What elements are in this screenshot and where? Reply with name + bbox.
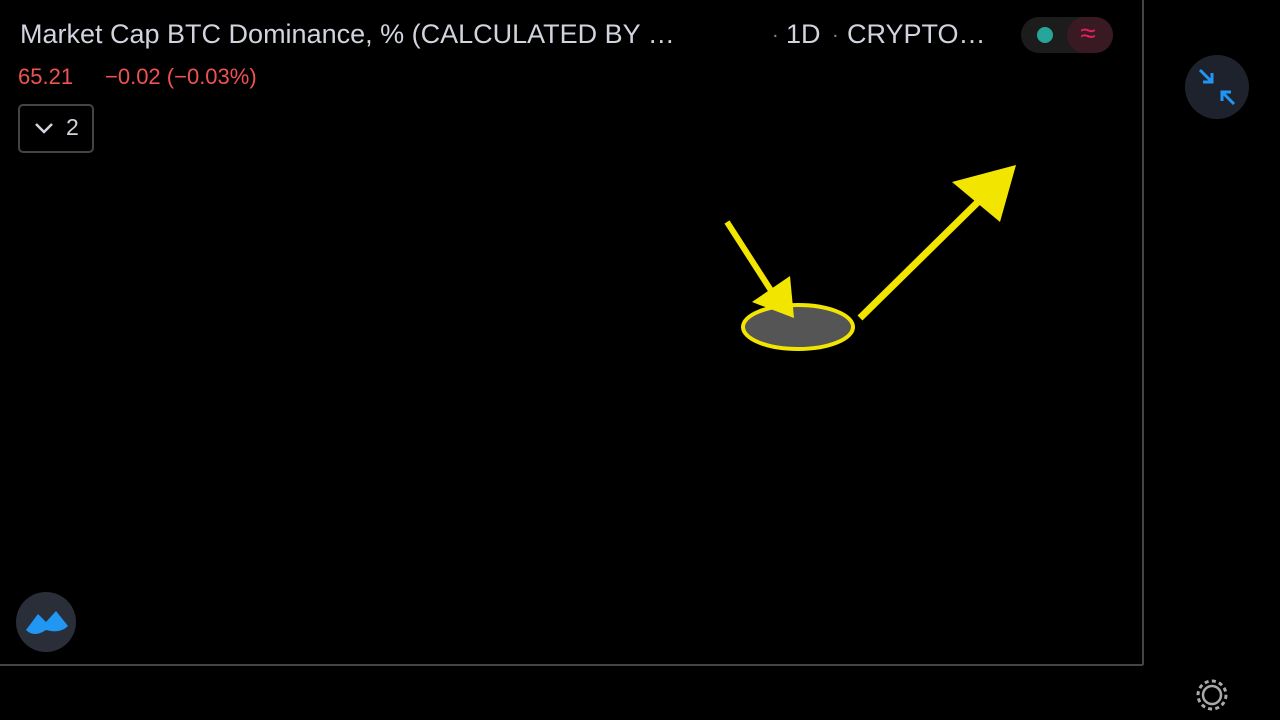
price-change: −0.02 (−0.03%) [105,64,257,89]
indicators-box[interactable] [18,104,94,153]
chart-title: Market Cap BTC Dominance, % (CALCULATED … [20,19,675,49]
chevron [35,123,53,134]
gear[interactable] [1201,684,1223,706]
interval: 1D [786,19,821,49]
collapse-button[interactable] [1185,55,1249,119]
logo-button[interactable] [16,592,76,652]
ellipse-drawing [741,303,855,351]
logo-icon [26,611,68,634]
indicator-count: 2 [66,114,79,140]
collapse-icon [1198,68,1236,106]
status-pill[interactable]: ≈ [1021,17,1113,53]
gear-teeth [1196,679,1228,711]
separator: · [832,24,839,46]
separator: · [772,24,779,46]
wave-icon: ≈ [1080,17,1095,48]
last-price: 65.21 [18,64,73,89]
status-dot [1037,27,1053,43]
button[interactable] [1185,55,1249,119]
pill-right [1067,17,1113,53]
arrow-head [952,165,1016,222]
settings-button[interactable] [1196,679,1228,711]
indicators-toggle[interactable]: 2 [18,104,94,153]
arrow-up [857,195,985,321]
arrow-head [752,276,794,318]
arrow-down [724,220,775,294]
exchange: CRYPTO… [847,19,986,49]
drawings [724,165,1016,351]
